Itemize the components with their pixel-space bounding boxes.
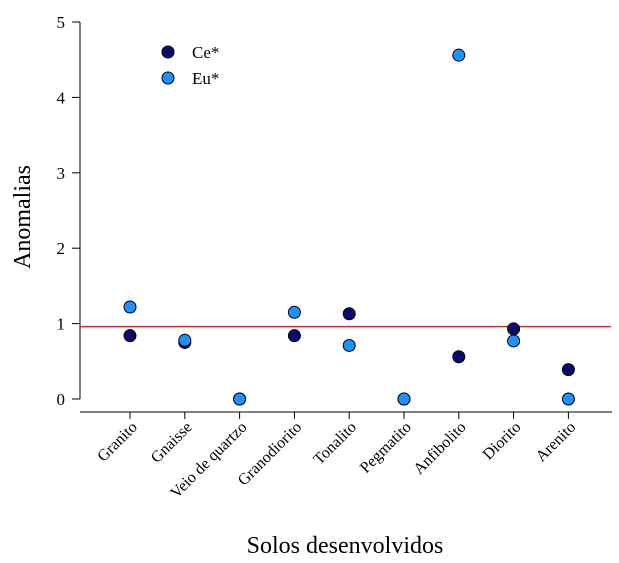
x-tick-label: Anfibolito — [410, 419, 469, 478]
x-tick-label: Tonalito — [310, 419, 360, 469]
x-tick-label: Granito — [94, 419, 141, 466]
data-points — [123, 48, 575, 406]
point-eu — [178, 333, 192, 347]
x-axis-title: Solos desenvolvidos — [247, 533, 444, 559]
y-axis: 0 1 2 3 4 5 — [57, 13, 81, 409]
y-tick-label: 5 — [57, 13, 66, 32]
y-tick-label: 4 — [57, 88, 66, 107]
point-eu — [287, 305, 301, 319]
legend-label: Ce* — [192, 43, 219, 62]
point-ce — [507, 322, 521, 336]
point-eu — [507, 334, 521, 348]
point-eu — [397, 392, 411, 406]
y-tick-label: 0 — [57, 390, 66, 409]
point-eu — [561, 392, 575, 406]
legend-label: Eu* — [192, 69, 219, 88]
x-tick-label: Diorito — [480, 419, 525, 464]
y-tick-label: 1 — [57, 315, 66, 334]
y-tick-label: 2 — [57, 239, 66, 258]
point-eu — [123, 300, 137, 314]
x-tick-label: Arenito — [533, 419, 580, 466]
legend: Ce* Eu* — [161, 43, 219, 88]
y-tick-label: 3 — [57, 164, 66, 183]
x-tick-label: Gnaisse — [148, 419, 196, 467]
point-ce — [342, 307, 356, 321]
point-ce — [287, 329, 301, 343]
legend-marker — [161, 71, 175, 85]
point-ce — [452, 350, 466, 364]
y-ticks: 0 1 2 3 4 5 — [57, 13, 80, 409]
legend-marker — [161, 45, 175, 59]
y-axis-title: Anomalias — [10, 165, 36, 269]
point-ce — [123, 329, 137, 343]
point-ce — [561, 363, 575, 377]
x-tick-label: Pegmatito — [357, 419, 415, 477]
point-eu — [342, 338, 356, 352]
point-eu — [233, 392, 247, 406]
point-eu — [452, 48, 466, 62]
